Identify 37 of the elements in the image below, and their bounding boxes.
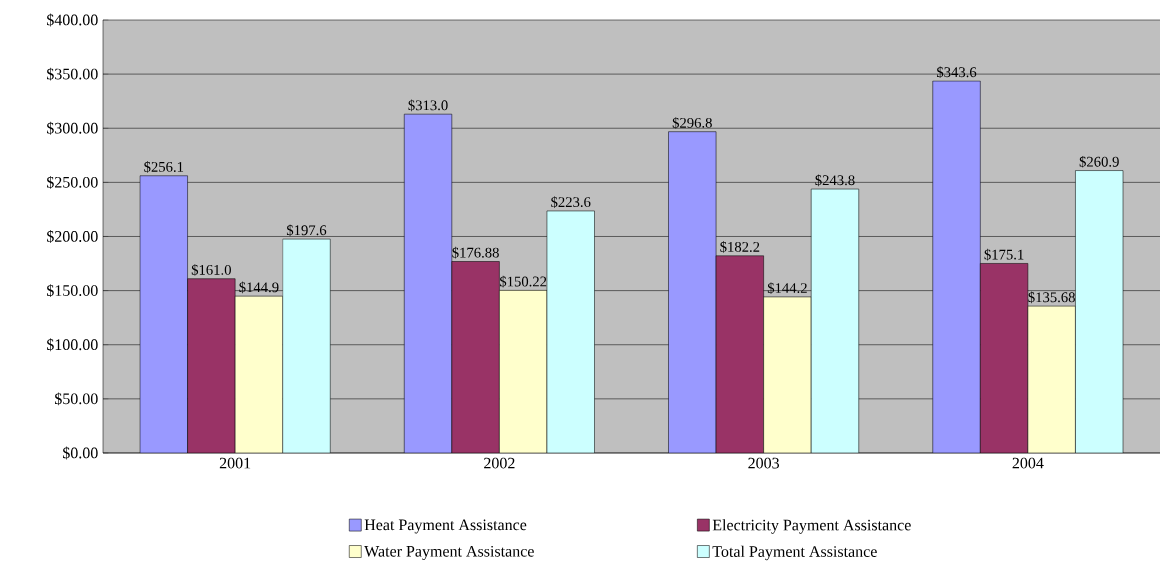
legend-label: Heat Payment Assistance: [364, 519, 527, 534]
y-tick-label: $350.00: [46, 67, 98, 81]
y-tick-label: $50.00: [54, 392, 98, 406]
data-label: $144.2: [767, 282, 807, 294]
data-label: $256.1: [144, 161, 184, 173]
data-label: $175.1: [984, 248, 1024, 261]
data-label: $296.8: [672, 117, 712, 129]
data-label: $313.0: [408, 99, 448, 112]
data-label: $343.6: [937, 66, 977, 79]
data-label: $144.9: [239, 281, 279, 294]
data-label: $150.22: [499, 275, 547, 288]
y-tick-label: $200.00: [46, 230, 98, 243]
y-tick-label: $100.00: [46, 338, 98, 352]
data-label: $182.2: [720, 241, 760, 253]
bar: [187, 278, 236, 453]
data-label: $223.6: [551, 196, 591, 208]
data-label: $135.68: [1028, 291, 1075, 304]
data-label: $197.6: [286, 224, 327, 237]
data-label: $176.88: [452, 246, 499, 259]
data-label: $161.0: [191, 264, 231, 276]
bar: [451, 261, 500, 453]
x-tick-label: 2001: [219, 457, 251, 469]
y-tick-label: $150.00: [46, 284, 98, 298]
y-tick-label: $400.00: [46, 13, 98, 27]
x-tick-label: 2003: [748, 457, 780, 469]
x-tick-label: 2002: [484, 457, 515, 469]
legend-label: Water Payment Assistance: [364, 545, 534, 560]
data-label: $260.9: [1079, 155, 1119, 168]
y-tick-label: $300.00: [46, 121, 98, 135]
legend-label: Total Payment Assistance: [712, 545, 877, 561]
data-label: $243.8: [815, 174, 855, 187]
x-tick-label: 2004: [1012, 457, 1044, 469]
bar: [715, 255, 764, 453]
legend-label: Electricity Payment Assistance: [712, 519, 911, 534]
y-tick-label: $0.00: [62, 446, 98, 460]
y-tick-label: $250.00: [46, 175, 98, 189]
bar: [980, 263, 1029, 453]
